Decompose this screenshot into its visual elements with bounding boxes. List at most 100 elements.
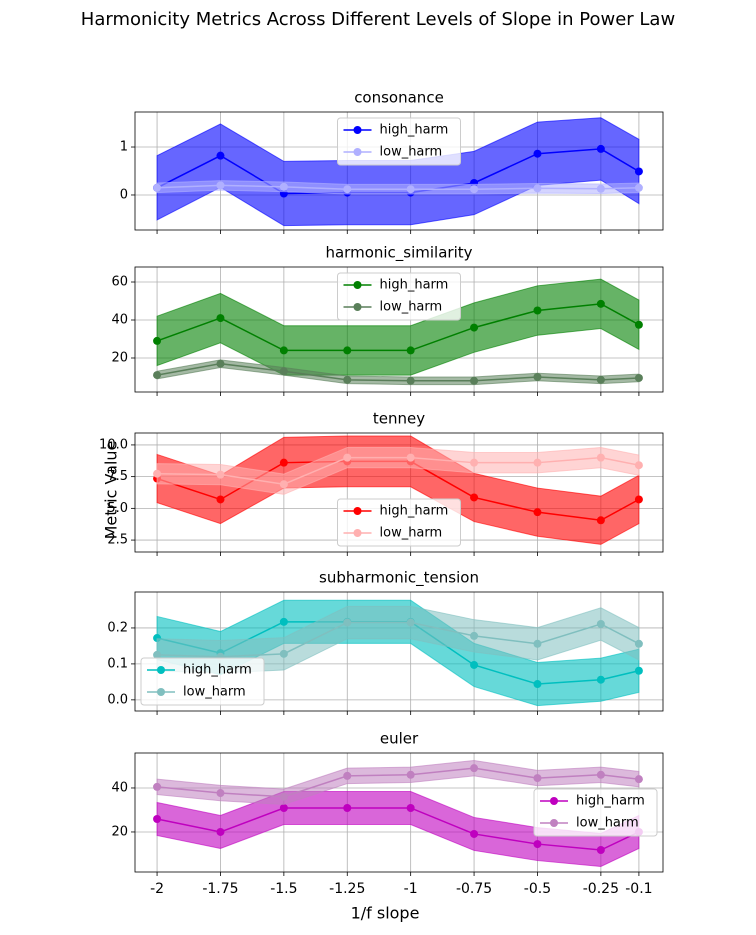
y-tick-label: 20 <box>111 824 128 839</box>
x-tick-label: -0.75 <box>456 881 492 897</box>
x-axis-label: 1/f slope <box>351 904 420 923</box>
x-tick-label: -2 <box>150 881 164 897</box>
marker <box>216 151 225 160</box>
marker <box>279 649 288 658</box>
legend-marker <box>353 148 362 156</box>
marker <box>470 631 479 640</box>
marker <box>406 185 415 194</box>
subplot-title: tenney <box>373 410 425 428</box>
marker <box>596 516 605 525</box>
marker <box>279 346 288 355</box>
marker <box>153 183 162 192</box>
legend-label: low_harm <box>380 526 443 541</box>
marker <box>216 789 225 798</box>
legend-label: high_harm <box>576 794 645 809</box>
legend-marker <box>353 529 362 537</box>
marker <box>533 184 542 193</box>
legend-label: low_harm <box>183 685 246 700</box>
marker <box>406 376 415 385</box>
marker <box>596 453 605 462</box>
marker <box>216 314 225 323</box>
legend-label: low_harm <box>380 300 443 315</box>
y-tick-label: 0 <box>120 187 128 202</box>
marker <box>533 840 542 849</box>
marker <box>216 827 225 836</box>
subplot-title: harmonic_similarity <box>325 244 472 263</box>
marker <box>153 650 162 659</box>
x-tick-label: -0.25 <box>583 881 619 897</box>
marker <box>279 792 288 801</box>
axes-frame <box>134 432 664 553</box>
marker <box>406 770 415 779</box>
legend-marker <box>353 126 362 134</box>
x-tick-label: -0.5 <box>524 881 551 897</box>
marker <box>634 666 643 675</box>
marker <box>634 495 643 504</box>
figure-title: Harmonicity Metrics Across Different Lev… <box>81 9 675 30</box>
marker <box>596 299 605 308</box>
y-tick-label: 2.5 <box>107 533 128 548</box>
marker <box>470 185 479 194</box>
error-band <box>156 759 640 805</box>
marker <box>216 470 225 479</box>
y-tick-label: 0.1 <box>107 656 128 671</box>
marker <box>406 453 415 462</box>
marker <box>343 375 352 384</box>
marker <box>634 167 643 176</box>
marker <box>634 320 643 329</box>
legend-label: high_harm <box>183 663 252 678</box>
marker <box>470 660 479 669</box>
subplot-title: euler <box>380 730 419 748</box>
marker <box>343 803 352 812</box>
axes-frame <box>134 266 664 393</box>
legend-label: high_harm <box>380 278 449 293</box>
axes-frame <box>134 591 664 712</box>
marker <box>470 829 479 838</box>
marker <box>470 458 479 467</box>
y-axis-label: Metric Value <box>102 441 121 540</box>
y-tick-label: 0.2 <box>107 620 128 635</box>
y-tick-label: 7.5 <box>107 469 128 484</box>
marker <box>533 639 542 648</box>
marker <box>343 618 352 627</box>
subplot-title: consonance <box>354 89 444 107</box>
marker <box>596 144 605 153</box>
legend-marker <box>157 666 165 674</box>
legend-marker <box>550 819 558 827</box>
y-tick-label: 40 <box>111 780 128 795</box>
marker <box>279 182 288 191</box>
marker <box>533 774 542 783</box>
axes-frame <box>134 752 664 873</box>
marker <box>216 495 225 504</box>
legend-label: high_harm <box>380 123 449 138</box>
y-tick-label: 1 <box>120 140 128 155</box>
marker <box>153 336 162 345</box>
marker <box>216 359 225 368</box>
marker <box>406 803 415 812</box>
marker <box>343 346 352 355</box>
marker <box>406 346 415 355</box>
x-tick-label: -1.75 <box>202 881 238 897</box>
subplot: 2.5 5.0 7.5 10.0 tenney high_harm low_harm <box>99 410 664 556</box>
y-tick-label: 60 <box>111 275 128 290</box>
legend-marker <box>157 688 165 696</box>
marker <box>406 618 415 627</box>
marker <box>533 680 542 689</box>
marker <box>153 814 162 823</box>
marker <box>470 764 479 773</box>
marker <box>153 782 162 791</box>
marker <box>596 675 605 684</box>
marker <box>533 508 542 517</box>
marker <box>216 181 225 190</box>
axes-frame <box>134 111 664 231</box>
x-tick-label: -1 <box>404 881 418 897</box>
marker <box>596 184 605 193</box>
marker <box>634 183 643 192</box>
error-band <box>156 605 640 674</box>
marker <box>343 185 352 194</box>
y-tick-label: 20 <box>111 350 128 365</box>
marker <box>533 149 542 158</box>
marker <box>596 619 605 628</box>
subplot: -2 -1.75 -1.5 -1.25 -1 -0.75 -0.5 -0.25 -0.1 20 40… <box>111 730 664 897</box>
y-tick-label: 10.0 <box>99 437 128 452</box>
